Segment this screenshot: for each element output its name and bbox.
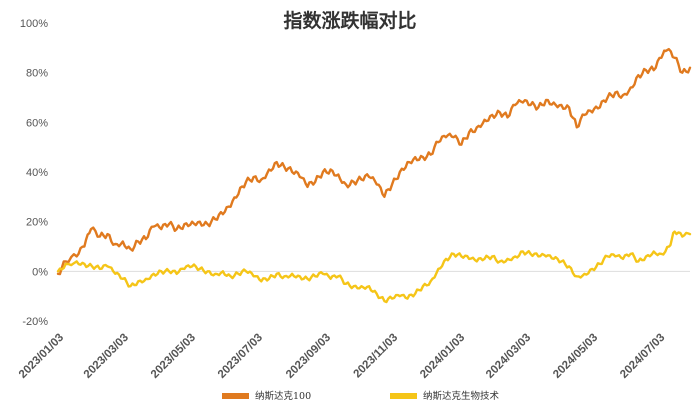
x-tick-label: 2023/11/03: [352, 332, 401, 381]
x-axis-ticks: 2023/01/03 2023/03/03 2023/05/03 2023/07/03…: [17, 332, 667, 381]
legend: 纳斯达克100 纳斯达克生物技术: [222, 390, 500, 402]
y-tick-label: 60%: [26, 117, 48, 129]
series-line-2: [56, 230, 692, 304]
y-tick-label: 80%: [26, 68, 48, 80]
y-axis-ticks: 100% 80% 60% 40% 20% 0% -20%: [20, 18, 48, 328]
y-tick-label: 100%: [20, 18, 48, 30]
chart-title: 指数涨跌幅对比: [283, 9, 416, 32]
x-tick-label: 2024/01/03: [418, 332, 467, 381]
x-tick-label: 2024/03/03: [484, 332, 533, 381]
x-tick-label: 2023/09/03: [284, 332, 333, 381]
legend-label: 纳斯达克100: [255, 390, 311, 402]
legend-swatch: [222, 393, 249, 399]
x-tick-label: 2023/03/03: [82, 332, 131, 381]
legend-swatch: [390, 393, 417, 399]
y-tick-label: 40%: [26, 167, 48, 179]
x-tick-label: 2024/07/03: [618, 332, 667, 381]
x-tick-label: 2023/05/03: [149, 332, 198, 381]
y-tick-label: 0%: [32, 266, 48, 278]
y-tick-label: 20%: [26, 217, 48, 229]
x-tick-label: 2023/01/03: [17, 332, 66, 381]
x-tick-label: 2024/05/03: [551, 332, 600, 381]
x-tick-label: 2023/07/03: [216, 332, 265, 381]
y-tick-label: -20%: [22, 316, 48, 328]
series-line-1: [56, 47, 692, 276]
series-lines: [56, 47, 692, 304]
legend-label: 纳斯达克生物技术: [423, 390, 500, 402]
